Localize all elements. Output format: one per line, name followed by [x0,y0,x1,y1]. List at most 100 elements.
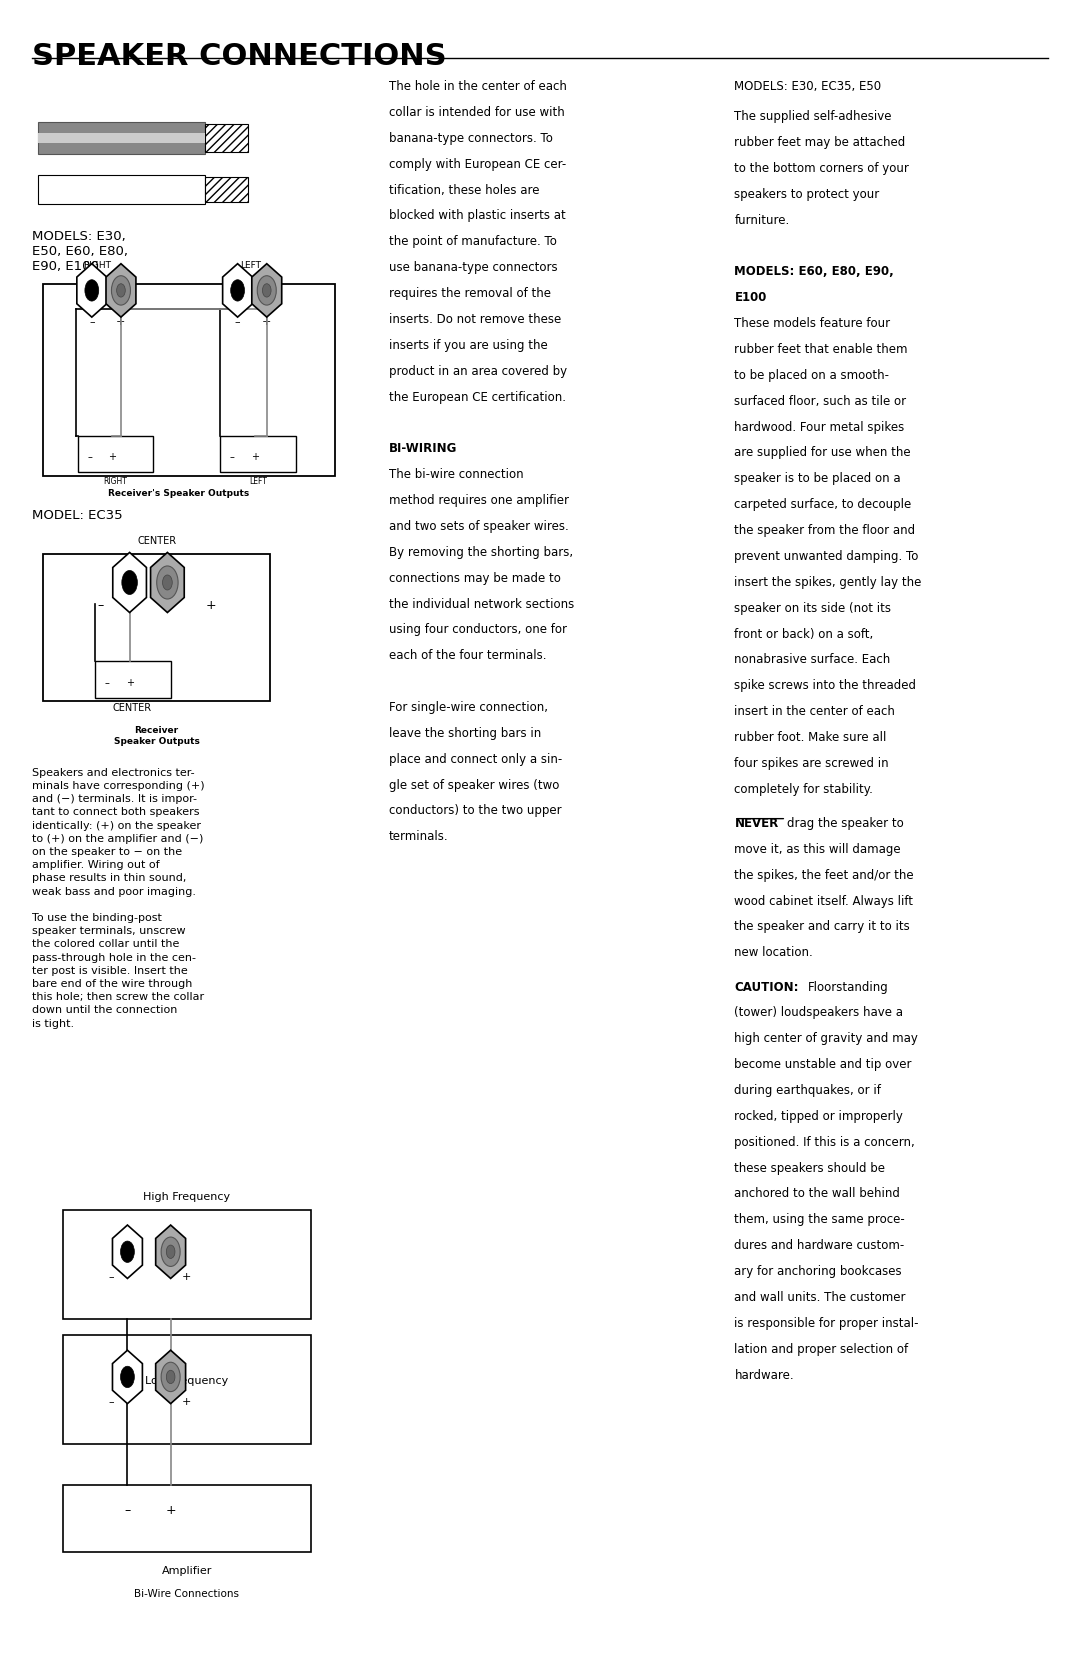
Text: speaker is to be placed on a: speaker is to be placed on a [734,472,901,486]
Text: (tower) loudspeakers have a: (tower) loudspeakers have a [734,1006,903,1020]
Text: blocked with plastic inserts at: blocked with plastic inserts at [389,209,566,222]
Text: MODEL: EC35: MODEL: EC35 [32,509,123,522]
Text: them, using the same proce-: them, using the same proce- [734,1213,905,1227]
Text: CENTER: CENTER [137,536,176,546]
Circle shape [166,1245,175,1258]
Text: to be placed on a smooth-: to be placed on a smooth- [734,369,890,382]
Text: insert the spikes, gently lay the: insert the spikes, gently lay the [734,576,921,589]
Text: Speakers and electronics ter-
minals have corresponding (+)
and (−) terminals. I: Speakers and electronics ter- minals hav… [32,768,205,1028]
Text: become unstable and tip over: become unstable and tip over [734,1058,912,1071]
Text: front or back) on a soft,: front or back) on a soft, [734,628,874,641]
Text: +: + [262,317,271,327]
Text: Floorstanding: Floorstanding [808,980,889,993]
Text: these speakers should be: these speakers should be [734,1162,886,1175]
Circle shape [231,280,244,300]
Text: Low Frequency: Low Frequency [145,1377,229,1385]
Text: positioned. If this is a concern,: positioned. If this is a concern, [734,1135,915,1148]
Polygon shape [252,264,282,317]
Bar [205,177,248,202]
Text: product in an area covered by: product in an area covered by [389,364,567,377]
Text: the speaker from the floor and: the speaker from the floor and [734,524,916,537]
Circle shape [163,574,173,591]
Polygon shape [106,264,136,317]
Text: use banana-type connectors: use banana-type connectors [389,260,557,274]
Text: prevent unwanted damping. To: prevent unwanted damping. To [734,549,919,562]
Text: hardwood. Four metal spikes: hardwood. Four metal spikes [734,421,905,434]
Text: MODELS: E60, E80, E90,: MODELS: E60, E80, E90, [734,265,894,279]
Text: anchored to the wall behind: anchored to the wall behind [734,1187,901,1200]
Text: High Frequency: High Frequency [144,1192,230,1202]
Text: banana-type connectors. To: banana-type connectors. To [389,132,553,145]
Bar [95,661,171,698]
Text: surfaced floor, such as tile or: surfaced floor, such as tile or [734,394,906,407]
Polygon shape [112,552,147,613]
Text: rubber feet may be attached: rubber feet may be attached [734,135,906,149]
Text: move it, as this will damage: move it, as this will damage [734,843,901,856]
Text: the speaker and carry it to its: the speaker and carry it to its [734,920,910,933]
Text: the European CE certification.: the European CE certification. [389,391,566,404]
Circle shape [122,571,137,594]
Text: dures and hardware custom-: dures and hardware custom- [734,1238,905,1252]
Text: –: – [124,1504,131,1517]
Circle shape [166,1370,175,1384]
Text: spike screws into the threaded: spike screws into the threaded [734,679,917,693]
Text: method requires one amplifier: method requires one amplifier [389,494,569,507]
Text: to the bottom corners of your: to the bottom corners of your [734,162,909,175]
Text: completely for stability.: completely for stability. [734,783,874,796]
Text: +: + [108,452,117,462]
Text: The hole in the center of each: The hole in the center of each [389,80,567,93]
Text: Receiver's Speaker Outputs: Receiver's Speaker Outputs [108,489,248,497]
Text: The bi-wire connection: The bi-wire connection [389,467,524,481]
Text: using four conductors, one for: using four conductors, one for [389,623,567,636]
Text: place and connect only a sin-: place and connect only a sin- [389,753,562,766]
Text: and two sets of speaker wires.: and two sets of speaker wires. [389,519,568,532]
Text: +: + [125,678,134,688]
Polygon shape [77,264,107,317]
Text: drag the speaker to: drag the speaker to [787,816,904,829]
Text: new location.: new location. [734,946,813,960]
Text: and wall units. The customer: and wall units. The customer [734,1290,906,1303]
Circle shape [262,284,271,297]
Text: Receiver
Speaker Outputs: Receiver Speaker Outputs [113,726,200,746]
Text: +: + [251,452,259,462]
Text: the point of manufacture. To: the point of manufacture. To [389,235,556,249]
Text: MODELS: E30,
E50, E60, E80,
E90, E100: MODELS: E30, E50, E60, E80, E90, E100 [32,230,129,274]
Bar [220,436,296,472]
Text: wood cabinet itself. Always lift: wood cabinet itself. Always lift [734,895,914,908]
Text: E100: E100 [734,290,767,304]
Text: collar is intended for use with: collar is intended for use with [389,107,565,118]
Bar [63,1485,311,1552]
Text: inserts if you are using the: inserts if you are using the [389,339,548,352]
Text: LEFT: LEFT [240,262,261,270]
Text: speaker on its side (not its: speaker on its side (not its [734,601,891,614]
Text: These models feature four: These models feature four [734,317,891,330]
Text: comply with European CE cer-: comply with European CE cer- [389,157,566,170]
Text: For single-wire connection,: For single-wire connection, [389,701,548,714]
Polygon shape [222,264,253,317]
Circle shape [121,1367,134,1387]
Polygon shape [150,552,185,613]
Text: –: – [234,317,241,327]
Bar [63,1210,311,1319]
Text: high center of gravity and may: high center of gravity and may [734,1031,918,1045]
Text: +: + [117,317,125,327]
Circle shape [85,280,98,300]
Text: tification, these holes are: tification, these holes are [389,184,539,197]
Circle shape [161,1237,180,1267]
Text: four spikes are screwed in: four spikes are screwed in [734,756,889,769]
Text: CENTER: CENTER [112,703,151,713]
Text: lation and proper selection of: lation and proper selection of [734,1342,908,1355]
Text: CAUTION:: CAUTION: [734,980,799,993]
Text: Amplifier: Amplifier [162,1566,212,1576]
Bar [63,1335,311,1444]
Polygon shape [112,1350,143,1404]
Circle shape [161,1362,180,1392]
Circle shape [111,275,131,305]
Text: rocked, tipped or improperly: rocked, tipped or improperly [734,1110,903,1123]
Text: nonabrasive surface. Each: nonabrasive surface. Each [734,653,891,666]
Circle shape [157,566,178,599]
Bar [38,132,205,144]
Text: requires the removal of the: requires the removal of the [389,287,551,300]
Bar [205,124,248,152]
Text: Bi-Wire Connections: Bi-Wire Connections [134,1589,240,1599]
